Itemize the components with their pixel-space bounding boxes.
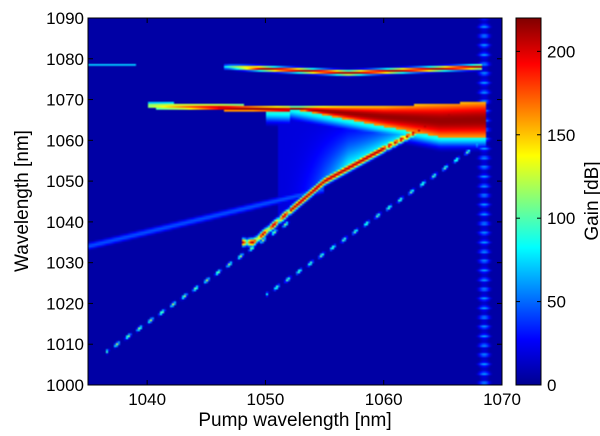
y-tick-label: 1000 <box>46 376 84 395</box>
y-tick-label: 1060 <box>46 131 84 150</box>
y-tick-label: 1090 <box>46 9 84 28</box>
x-axis: 1040 1050 1060 1070 <box>128 18 521 409</box>
y-tick-label: 1040 <box>46 213 84 232</box>
y-axis: 1000 1010 1020 1030 1040 1050 1060 1070 1080 1090 <box>46 9 502 395</box>
y-tick-label: 1050 <box>46 172 84 191</box>
colorbar-tick-label: 150 <box>547 126 575 145</box>
x-tick-label: 1040 <box>128 390 166 409</box>
x-tick-label: 1060 <box>365 390 403 409</box>
y-tick-label: 1070 <box>46 91 84 110</box>
y-tick-label: 1030 <box>46 254 84 273</box>
colorbar-tick-label: 0 <box>547 376 556 395</box>
colorbar-tick-label: 100 <box>547 209 575 228</box>
colorbar-tick-label: 50 <box>547 293 566 312</box>
x-tick-label: 1050 <box>247 390 285 409</box>
x-tick-label: 1070 <box>483 390 521 409</box>
y-tick-label: 1020 <box>46 294 84 313</box>
y-axis-label: Wavelength [nm] <box>12 130 33 272</box>
colorbar-label: Gain [dB] <box>582 161 600 240</box>
y-tick-label: 1010 <box>46 335 84 354</box>
x-axis-label: Pump wavelength [nm] <box>198 410 391 431</box>
gain-heatmap-image <box>88 18 502 385</box>
colorbar-tick-label: 200 <box>547 42 575 61</box>
colorbar-ticks: 0 50 100 150 200 <box>516 42 575 395</box>
colorbar <box>515 17 542 386</box>
heatmap-plot <box>88 18 502 385</box>
plot-frame <box>87 17 503 386</box>
y-tick-label: 1080 <box>46 50 84 69</box>
